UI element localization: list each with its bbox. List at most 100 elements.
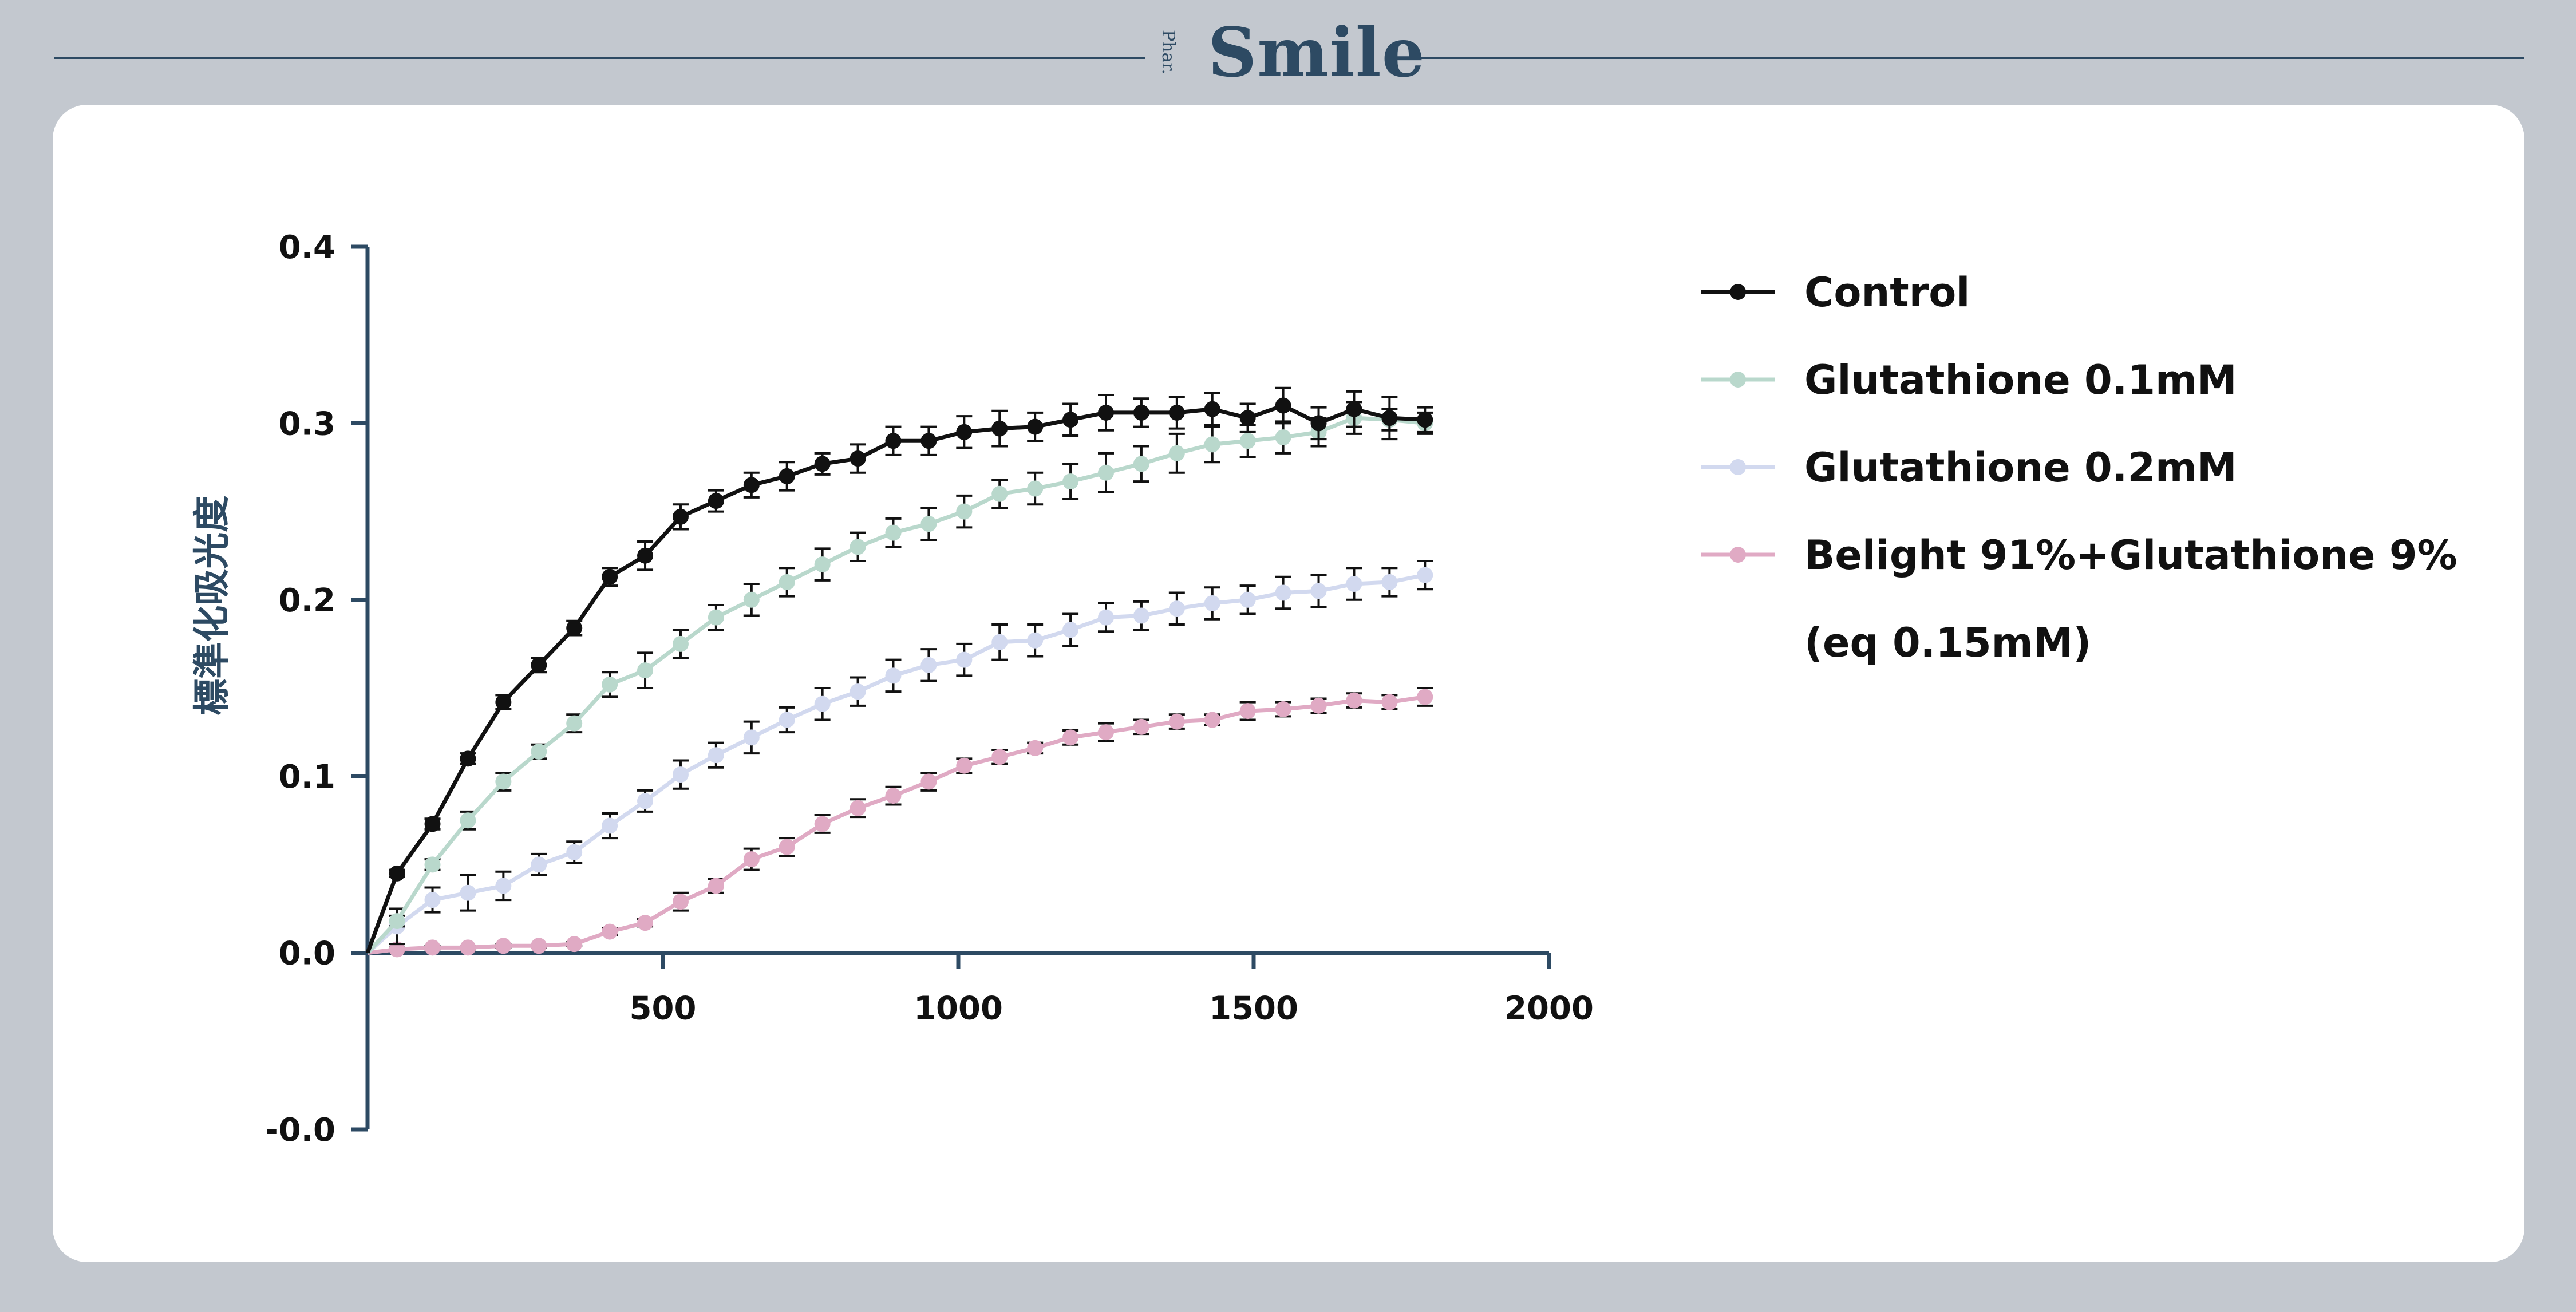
- header-divider-right: [1414, 57, 2524, 59]
- data-point: [566, 936, 583, 953]
- data-point: [1027, 740, 1044, 756]
- data-point: [672, 766, 689, 783]
- data-point: [637, 547, 654, 564]
- data-point: [814, 456, 831, 472]
- data-point: [850, 450, 866, 467]
- data-point: [991, 634, 1008, 650]
- data-point: [602, 817, 618, 834]
- data-point: [1417, 412, 1433, 428]
- legend-swatch-marker: [1730, 284, 1746, 300]
- data-point: [389, 913, 405, 930]
- data-point: [814, 556, 831, 573]
- brand-prefix: Phar.: [1158, 30, 1178, 74]
- data-point: [1417, 567, 1433, 583]
- data-point: [566, 620, 583, 637]
- data-point: [885, 667, 902, 684]
- data-point: [1239, 703, 1256, 720]
- data-point: [424, 892, 441, 908]
- data-point: [779, 712, 795, 728]
- data-point: [1310, 583, 1327, 599]
- x-tick-label: 1500: [1209, 990, 1298, 1028]
- data-point: [1239, 410, 1256, 426]
- data-point: [495, 938, 512, 954]
- data-point: [460, 884, 476, 901]
- data-point: [1381, 410, 1398, 426]
- data-point: [885, 433, 902, 449]
- series-line: [367, 694, 1425, 955]
- data-point: [637, 915, 654, 931]
- data-point: [708, 609, 724, 626]
- data-point: [1098, 724, 1114, 741]
- data-point: [1275, 397, 1291, 414]
- legend-label-line2: (eq 0.15mM): [1804, 619, 2091, 666]
- data-point: [566, 844, 583, 860]
- legend-label: Control: [1804, 269, 1970, 316]
- header-divider-left: [54, 57, 1145, 59]
- data-point: [743, 729, 760, 746]
- data-point: [531, 856, 547, 873]
- data-point: [389, 941, 405, 958]
- data-point: [531, 657, 547, 673]
- legend-label: Glutathione 0.2mM: [1804, 444, 2237, 491]
- data-point: [708, 493, 724, 509]
- y-tick-label: 0.1: [279, 758, 335, 796]
- data-point: [1417, 689, 1433, 705]
- data-point: [1275, 584, 1291, 601]
- data-point: [1346, 576, 1362, 592]
- legend: Control Glutathione 0.1mM Glutathione 0.2m…: [1701, 269, 2458, 666]
- data-point: [1204, 401, 1220, 417]
- x-tick-label: 500: [630, 990, 697, 1028]
- data-point: [1239, 591, 1256, 608]
- data-point: [1098, 609, 1114, 626]
- data-point: [1204, 712, 1220, 728]
- data-point: [460, 750, 476, 767]
- data-point: [779, 574, 795, 590]
- data-point: [956, 503, 973, 520]
- data-point: [1062, 729, 1079, 746]
- data-point: [956, 651, 973, 668]
- data-point: [743, 477, 760, 493]
- x-tick-label: 2000: [1504, 990, 1594, 1028]
- data-point: [495, 694, 512, 710]
- data-point: [991, 749, 1008, 765]
- data-point: [1168, 600, 1185, 617]
- data-point: [1098, 464, 1114, 481]
- data-point: [1381, 694, 1398, 710]
- data-point: [1133, 718, 1149, 735]
- y-axis-label: 標準化吸光度: [191, 496, 234, 716]
- data-point: [1381, 574, 1398, 590]
- data-point: [920, 433, 937, 449]
- data-point: [566, 715, 583, 732]
- y-tick-label: 0.2: [279, 582, 335, 619]
- data-point: [779, 839, 795, 855]
- data-point: [920, 516, 937, 532]
- data-point: [1062, 473, 1079, 490]
- data-point: [920, 773, 937, 790]
- data-point: [991, 485, 1008, 502]
- y-tick-label: 0.0: [279, 935, 335, 973]
- data-point: [956, 424, 973, 440]
- data-point: [602, 676, 618, 693]
- data-point: [850, 683, 866, 700]
- y-tick-label: 0.3: [279, 405, 335, 442]
- data-point: [1027, 480, 1044, 497]
- data-point: [885, 788, 902, 804]
- data-point: [389, 865, 405, 882]
- data-point: [1027, 418, 1044, 435]
- data-point: [814, 695, 831, 712]
- data-point: [1239, 433, 1256, 449]
- data-point: [1098, 404, 1114, 421]
- y-tick-label: -0.0: [266, 1112, 335, 1149]
- series-0: [365, 386, 1433, 954]
- series-3: [367, 687, 1433, 958]
- data-point: [531, 938, 547, 954]
- line-chart: 0.4 0.3 0.2 0.1 0.0 -0.0 500 1000 1500 2000 標準化吸光度…: [191, 229, 2458, 1149]
- data-point: [1275, 701, 1291, 718]
- data-point: [850, 800, 866, 816]
- data-point: [1062, 412, 1079, 428]
- legend-swatch-marker: [1730, 547, 1746, 563]
- data-point: [1310, 415, 1327, 432]
- data-point: [743, 591, 760, 608]
- legend-label: Glutathione 0.1mM: [1804, 357, 2237, 404]
- data-point: [708, 878, 724, 894]
